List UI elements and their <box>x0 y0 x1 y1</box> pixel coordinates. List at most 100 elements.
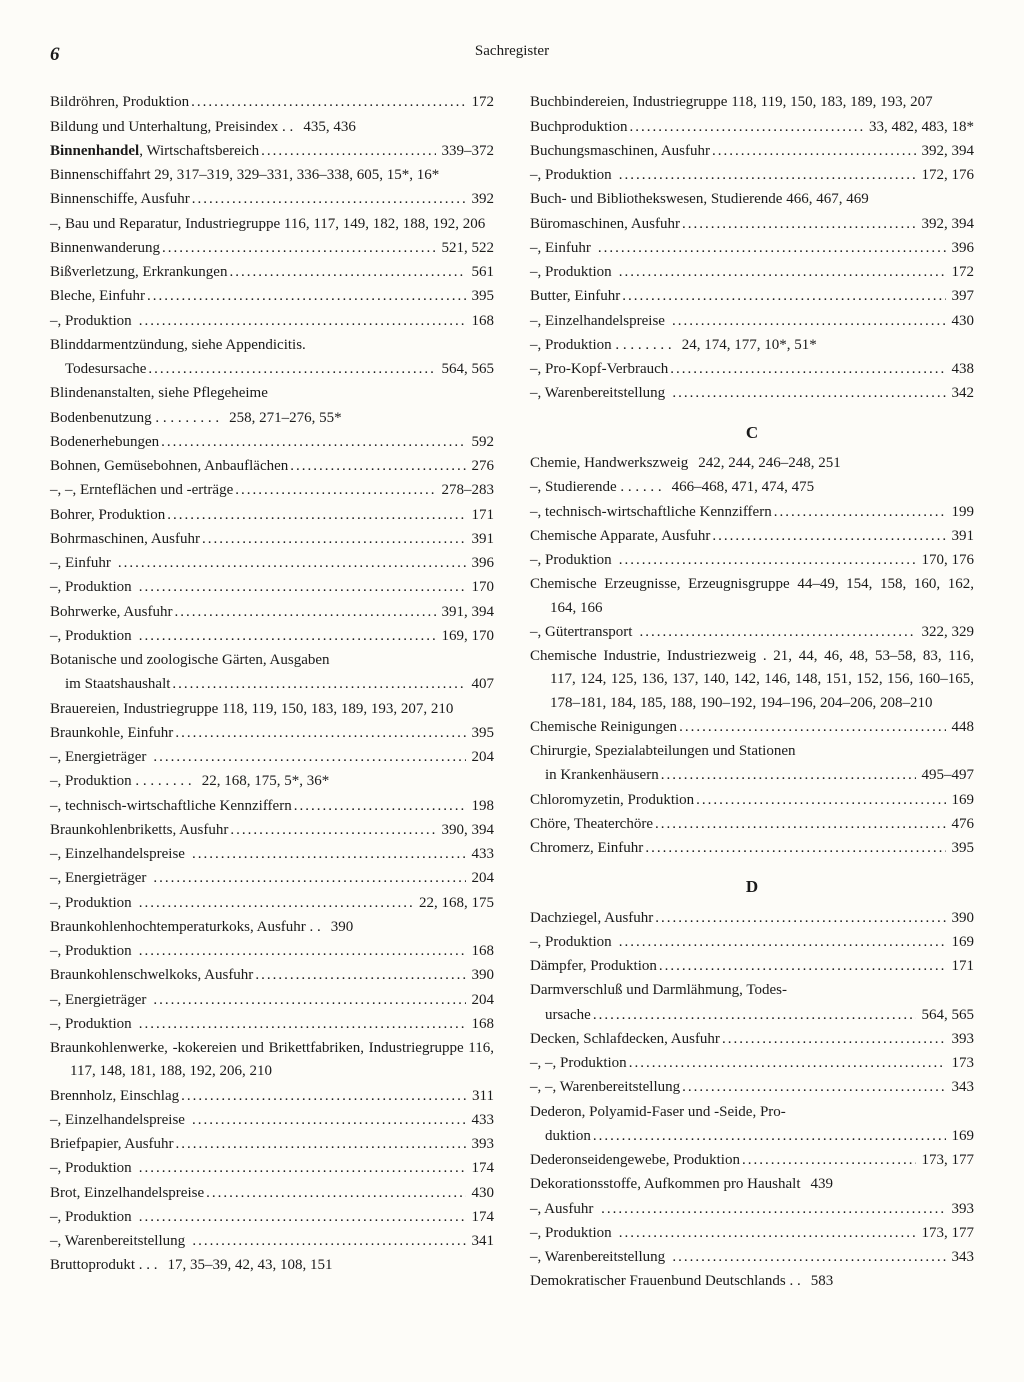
index-entry: –, Produktion...........................… <box>50 1013 494 1036</box>
index-term: Bohrmaschinen, Ausfuhr <box>50 528 200 551</box>
index-entry: Dachziegel, Ausfuhr.....................… <box>530 907 974 930</box>
index-entry: –, Energieträger........................… <box>50 746 494 769</box>
index-pages: 390 <box>468 964 495 987</box>
index-term: –, Gütertransport <box>530 621 637 644</box>
leader-dots: ........................................… <box>682 213 916 236</box>
index-term: Butter, Einfuhr <box>530 285 620 308</box>
index-pages: 311 <box>468 1085 494 1108</box>
leader-dots: ........................................… <box>672 382 945 405</box>
index-pages: 390, 394 <box>438 819 495 842</box>
index-pages: 174 <box>468 1157 495 1180</box>
index-entry: Bildröhren, Produktion..................… <box>50 91 494 114</box>
index-term: Braunkohlenhochtemperaturkoks, Ausfuhr .… <box>50 916 321 939</box>
index-term: –, Produktion <box>530 931 617 954</box>
index-entry: Buch- und Bibliothekswesen, Studierende … <box>530 188 974 211</box>
leader-dots: ........................................… <box>722 1028 946 1051</box>
index-pages: 172, 176 <box>918 164 975 187</box>
index-entry: in Krankenhäusern.......................… <box>530 764 974 787</box>
index-term: Chemische Apparate, Ausfuhr <box>530 525 710 548</box>
index-entry: Blindenanstalten, siehe Pflegeheime <box>50 382 494 405</box>
index-term: Bodenbenutzung . . . . . . . . . <box>50 407 219 430</box>
index-entry: –, technisch-wirtschaftliche Kennziffern… <box>530 501 974 524</box>
index-pages: 561 <box>468 261 495 284</box>
index-pages: 439 <box>807 1173 834 1196</box>
index-entry: Bohrmaschinen, Ausfuhr..................… <box>50 528 494 551</box>
index-pages: 174 <box>468 1206 495 1229</box>
index-entry: –, Gütertransport.......................… <box>530 621 974 644</box>
leader-dots: ........................................… <box>294 795 466 818</box>
index-entry: Demokratischer Frauenbund Deutschlands .… <box>530 1270 974 1293</box>
index-entry: –, Produktion...........................… <box>530 164 974 187</box>
index-pages: 170, 176 <box>918 549 975 572</box>
index-pages: 22, 168, 175 <box>415 892 494 915</box>
index-term: –, Ausfuhr <box>530 1198 599 1221</box>
index-entry: Brauereien, Industriegruppe 118, 119, 15… <box>50 698 494 721</box>
index-pages: 172 <box>468 91 495 114</box>
index-pages: 342 <box>948 382 975 405</box>
leader-dots: ........................................… <box>593 1125 946 1148</box>
leader-dots: ........................................… <box>619 549 916 572</box>
leader-dots: ........................................… <box>148 358 435 381</box>
index-pages: 204 <box>468 989 495 1012</box>
index-pages: 173, 177 <box>918 1149 975 1172</box>
index-pages: 466–468, 471, 474, 475 <box>668 476 815 499</box>
index-entry: Braunkohle, Einfuhr.....................… <box>50 722 494 745</box>
index-pages: 392 <box>468 188 495 211</box>
leader-dots: ........................................… <box>601 1198 945 1221</box>
index-pages: 199 <box>948 501 975 524</box>
index-pages: 438 <box>948 358 975 381</box>
index-entry: Bodenbenutzung . . . . . . . . .258, 271… <box>50 407 494 430</box>
index-entry: –, Produktion...........................… <box>50 576 494 599</box>
index-term: Bißverletzung, Erkrankungen <box>50 261 227 284</box>
leader-dots: ........................................… <box>774 501 946 524</box>
index-term: –, Einzelhandelspreise <box>50 843 190 866</box>
index-pages: 407 <box>468 673 495 696</box>
leader-dots: ........................................… <box>712 525 945 548</box>
index-term: Bildröhren, Produktion <box>50 91 189 114</box>
index-pages: 173 <box>948 1052 975 1075</box>
index-term: –, Produktion <box>530 261 617 284</box>
index-pages: 495–497 <box>918 764 975 787</box>
index-entry: –, Produktion...........................… <box>50 892 494 915</box>
index-pages: 339–372 <box>438 140 495 163</box>
index-entry: Binnenschiffe, Ausfuhr..................… <box>50 188 494 211</box>
index-entry: –, Produktion...........................… <box>50 1206 494 1229</box>
index-term: Braunkohle, Einfuhr <box>50 722 173 745</box>
leader-dots: ........................................… <box>230 819 435 842</box>
index-term: duktion <box>530 1125 591 1148</box>
index-entry: –, Produktion...........................… <box>50 940 494 963</box>
index-term: –, –, Produktion <box>530 1052 627 1075</box>
leader-dots: ........................................… <box>655 907 945 930</box>
index-term: Bodenerhebungen <box>50 431 159 454</box>
index-entry: Todesursache............................… <box>50 358 494 381</box>
leader-dots: ........................................… <box>202 528 466 551</box>
leader-dots: ........................................… <box>645 837 945 860</box>
index-pages: 169 <box>948 931 975 954</box>
leader-dots: ........................................… <box>261 140 435 163</box>
leader-dots: ........................................… <box>176 1133 466 1156</box>
index-term: Dachziegel, Ausfuhr <box>530 907 653 930</box>
index-entry: Bohrer, Produktion......................… <box>50 504 494 527</box>
index-entry: duktion.................................… <box>530 1125 974 1148</box>
index-term: –, Produktion <box>50 1206 137 1229</box>
index-pages: 395 <box>948 837 975 860</box>
index-pages: 592 <box>468 431 495 454</box>
index-entry: Chemische Erzeugnisse, Erzeugnisgruppe 4… <box>530 573 974 620</box>
index-term: –, Produktion <box>50 1157 137 1180</box>
index-entry: Dämpfer, Produktion.....................… <box>530 955 974 978</box>
index-entry: –, Einzelhandelspreise..................… <box>50 843 494 866</box>
leader-dots: ........................................… <box>235 479 435 502</box>
leader-dots: ........................................… <box>192 188 466 211</box>
index-pages: 278–283 <box>438 479 495 502</box>
index-entry: –, Einzelhandelspreise..................… <box>530 310 974 333</box>
leader-dots: ........................................… <box>712 140 916 163</box>
index-pages: 169 <box>948 789 975 812</box>
index-entry: Chemische Apparate, Ausfuhr.............… <box>530 525 974 548</box>
index-term: Bruttoprodukt . . . <box>50 1254 158 1277</box>
index-pages: 171 <box>948 955 975 978</box>
index-term: –, Produktion <box>50 940 137 963</box>
index-pages: 168 <box>468 940 495 963</box>
index-term: –, Produktion <box>50 576 137 599</box>
leader-dots: ........................................… <box>619 164 916 187</box>
index-pages: 173, 177 <box>918 1222 975 1245</box>
